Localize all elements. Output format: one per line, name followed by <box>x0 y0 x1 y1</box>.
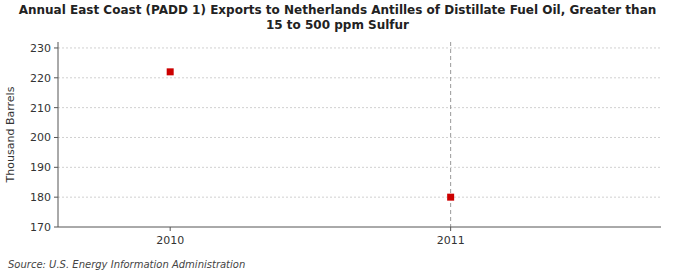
y-tick-label: 170 <box>30 221 51 234</box>
x-tick <box>450 227 451 231</box>
y-tick-label: 230 <box>30 42 51 55</box>
y-tick <box>54 107 58 108</box>
grid-line <box>58 167 661 168</box>
data-point <box>167 68 174 75</box>
x-tick <box>170 227 171 231</box>
grid-line <box>58 47 661 48</box>
y-tick <box>54 197 58 198</box>
y-tick-label: 190 <box>30 161 51 174</box>
y-tick <box>54 227 58 228</box>
y-tick <box>54 167 58 168</box>
y-tick <box>54 47 58 48</box>
title-line: 15 to 500 ppm Sulfur <box>266 18 409 32</box>
y-tick-label: 180 <box>30 191 51 204</box>
y-tick <box>54 137 58 138</box>
chart: Annual East Coast (PADD 1) Exports to Ne… <box>0 0 675 275</box>
title-line: Annual East Coast (PADD 1) Exports to Ne… <box>19 3 657 17</box>
grid-line <box>58 137 661 138</box>
y-axis-label: Thousand Barrels <box>4 86 17 183</box>
y-tick-label: 200 <box>30 131 51 144</box>
grid-line <box>58 77 661 78</box>
grid-line <box>58 107 661 108</box>
y-tick-label: 220 <box>30 72 51 85</box>
grid-line <box>58 197 661 198</box>
source-note: Source: U.S. Energy Information Administ… <box>8 259 245 270</box>
title: Annual East Coast (PADD 1) Exports to Ne… <box>19 3 657 32</box>
x-tick-label: 2010 <box>156 234 184 247</box>
x-axis-line <box>58 227 661 228</box>
plot-area <box>167 68 454 200</box>
y-axis-line <box>58 42 59 227</box>
y-tick <box>54 77 58 78</box>
y-tick-label: 210 <box>30 102 51 115</box>
x-tick-label: 2011 <box>437 234 465 247</box>
data-point <box>447 194 454 201</box>
